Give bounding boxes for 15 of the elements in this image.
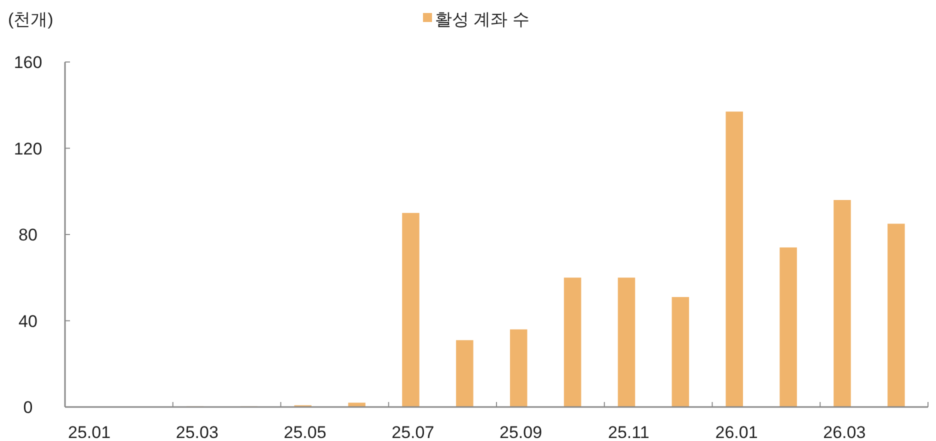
x-tick-label: 25.07 — [392, 423, 434, 441]
x-tick-label: 26.01 — [715, 423, 758, 441]
y-tick-label: 80 — [18, 226, 38, 244]
legend: 활성 계좌 수 — [423, 10, 530, 29]
y-tick-label: 160 — [14, 53, 42, 72]
y-tick-label: 0 — [23, 398, 33, 417]
x-tick-label: 25.03 — [176, 423, 218, 441]
y-tick-label: 120 — [14, 139, 42, 158]
x-tick-label: 25.11 — [608, 423, 650, 441]
y-axis-title: (천개) — [8, 10, 54, 29]
x-tick-label: 25.05 — [284, 423, 326, 441]
x-tick-label: 26.03 — [823, 423, 866, 441]
x-tick-label: 25.01 — [68, 423, 111, 441]
y-tick-label: 40 — [18, 312, 38, 331]
x-tick-label: 25.09 — [500, 423, 542, 441]
